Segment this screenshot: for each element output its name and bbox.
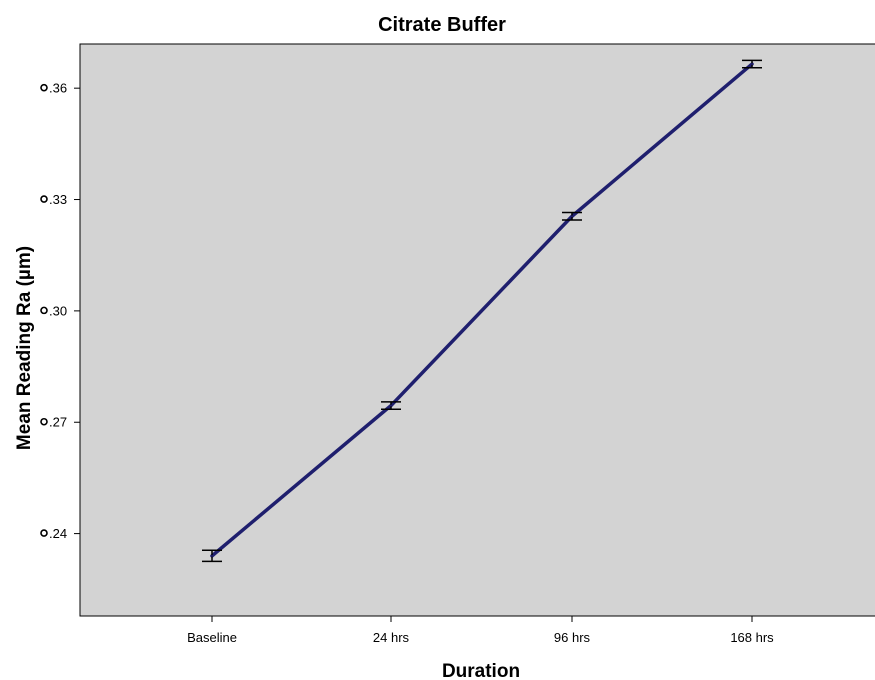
data-point xyxy=(751,63,753,66)
y-tick-marker-icon xyxy=(40,417,48,426)
plot-area xyxy=(79,43,875,617)
y-axis: .24 .27 .30 .33 .36 xyxy=(40,81,80,541)
x-tick-label: Baseline xyxy=(187,630,237,645)
y-tick-label: .36 xyxy=(49,81,67,96)
x-axis: Baseline 24 hrs 96 hrs 168 hrs xyxy=(187,616,774,645)
data-point xyxy=(390,404,392,407)
y-tick-label: .24 xyxy=(49,526,67,541)
y-axis-label: Mean Reading Ra (µm) xyxy=(14,246,35,450)
x-tick-label: 96 hrs xyxy=(554,630,591,645)
y-tick-marker-icon xyxy=(40,195,48,203)
y-tick-marker-icon xyxy=(40,306,48,315)
x-axis-label: Duration xyxy=(442,661,520,680)
y-tick-marker-icon xyxy=(40,529,48,537)
data-point xyxy=(571,215,573,218)
x-tick-label: 24 hrs xyxy=(373,630,410,645)
y-tick-label: .27 xyxy=(49,415,67,430)
y-tick-label: .33 xyxy=(49,192,67,207)
data-point xyxy=(211,554,213,557)
y-tick-label: .30 xyxy=(49,303,67,318)
series-line xyxy=(210,62,754,558)
series-layer xyxy=(202,59,762,563)
y-tick-marker-icon xyxy=(40,83,48,92)
x-tick-label: 168 hrs xyxy=(730,630,774,645)
chart-title: Citrate Buffer xyxy=(378,14,506,36)
